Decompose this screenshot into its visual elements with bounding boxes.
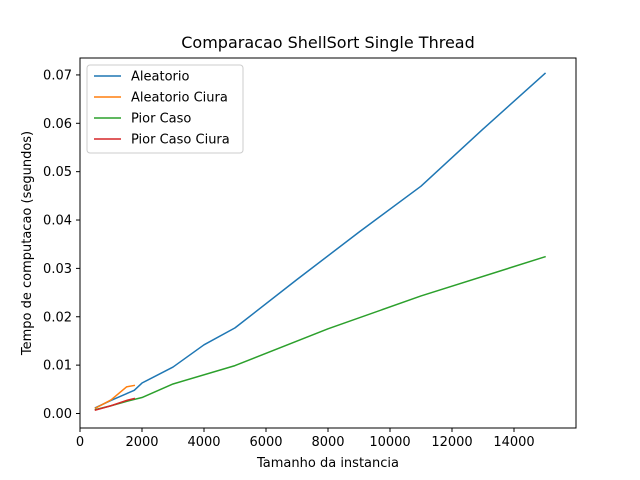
x-axis-label: Tamanho da instancia (256, 456, 399, 471)
x-tick-label: 12000 (431, 435, 472, 450)
y-tick-label: 0.05 (43, 165, 72, 180)
legend: Aleatorio Aleatorio Ciura Pior Caso Pior Ca… (86, 64, 244, 154)
x-tick-label: 0 (76, 435, 84, 450)
x-tick-label: 8000 (311, 435, 344, 450)
x-axis-ticks: 0 2000 4000 6000 8000 10000 12000 14000 (76, 428, 535, 450)
series-line-4 (94, 397, 136, 412)
y-tick-label: 0.04 (43, 214, 72, 229)
y-tick-label: 0.07 (43, 68, 72, 83)
series-line-1 (94, 72, 547, 409)
series-line-2 (94, 384, 136, 410)
y-tick-label: 0.01 (43, 359, 72, 374)
legend-label: Aleatorio (131, 70, 189, 85)
legend-label: Aleatorio Ciura (131, 91, 228, 106)
legend-label: Pior Caso Ciura (131, 133, 230, 148)
y-tick-label: 0.06 (43, 117, 72, 132)
x-tick-label: 14000 (493, 435, 534, 450)
x-tick-label: 2000 (125, 435, 158, 450)
y-tick-label: 0.03 (43, 262, 72, 277)
x-tick-label: 10000 (369, 435, 410, 450)
chart-title: Comparacao ShellSort Single Thread (181, 33, 475, 52)
y-axis-ticks: 0.00 0.01 0.02 0.03 0.04 0.05 0.06 0.07 (43, 68, 80, 422)
x-tick-label: 6000 (249, 435, 282, 450)
x-tick-label: 4000 (187, 435, 220, 450)
y-axis-label: Tempo de computacao (segundos) (20, 131, 35, 356)
legend-box (86, 64, 244, 154)
y-tick-label: 0.00 (43, 407, 72, 422)
plot-lines (94, 72, 547, 412)
legend-label: Pior Caso (131, 112, 191, 127)
y-tick-label: 0.02 (43, 310, 72, 325)
